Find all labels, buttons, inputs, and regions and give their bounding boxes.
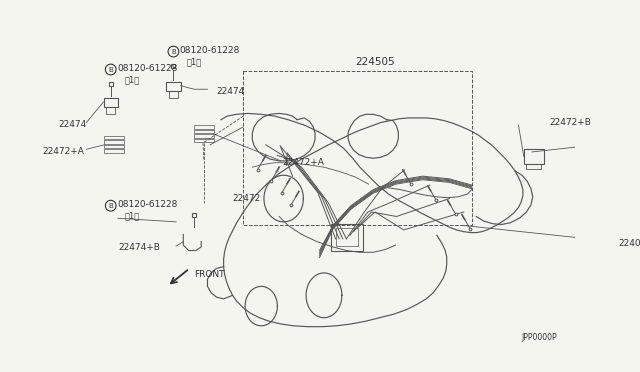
Text: JPP0000P: JPP0000P [522,333,557,342]
Bar [106,107,115,114]
Text: 22472: 22472 [232,194,261,203]
Bar [194,129,214,133]
Bar [104,149,124,153]
Bar [331,224,362,250]
Text: 22472+A: 22472+A [283,158,324,167]
Bar [527,164,541,169]
Bar [104,145,124,148]
Text: 22474+B: 22474+B [118,243,160,252]
Text: 08120-61228: 08120-61228 [117,64,177,73]
Bar [524,149,543,164]
Text: （1）: （1） [187,57,202,66]
Text: 22472+B: 22472+B [550,118,591,127]
Bar [194,125,214,129]
Bar [169,91,178,98]
Text: （1）: （1） [124,75,140,84]
Text: B: B [108,203,113,209]
Text: 22474: 22474 [216,87,244,96]
Bar [194,134,214,138]
Bar [194,138,214,142]
Text: B: B [108,67,113,73]
Bar [104,136,124,140]
Bar [335,228,358,246]
Text: 224505: 224505 [355,57,395,67]
Bar [166,82,180,91]
Text: 22474: 22474 [58,120,86,129]
Text: 08120-61228: 08120-61228 [180,46,240,55]
Text: （1）: （1） [124,211,140,220]
Text: 22401: 22401 [618,239,640,248]
Text: 22472+A: 22472+A [42,147,84,155]
Text: FRONT: FRONT [194,270,225,279]
Text: 08120-61228: 08120-61228 [117,201,177,209]
Text: B: B [171,49,176,55]
Bar [104,140,124,144]
Bar [104,98,118,107]
